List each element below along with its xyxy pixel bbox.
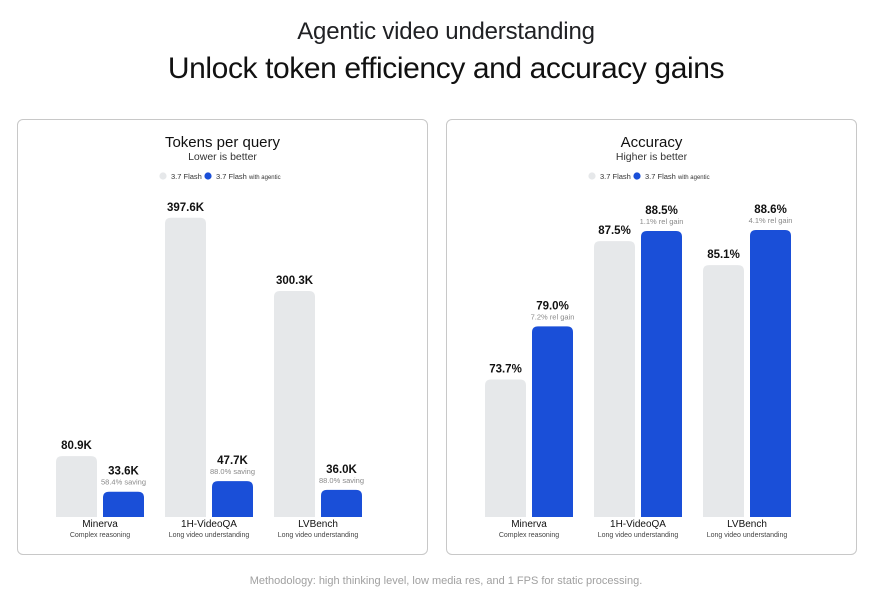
category-label: 1H-VideoQA (181, 519, 237, 530)
bar-agentic-2 (321, 489, 362, 517)
methodology-note: Methodology: high thinking level, low me… (249, 575, 643, 587)
gain-note: 1.1% rel gain (640, 217, 684, 226)
legend-swatch-baseline (588, 172, 596, 180)
page-title: Unlock token efficiency and accuracy gai… (167, 52, 725, 85)
bar-group-minerva: 73.7% 79.0%7.2% rel gain Minerva Complex re… (485, 300, 574, 539)
bar-group-lvbench: 85.1% 88.6%4.1% rel gain LVBench Long video… (703, 204, 792, 539)
category-label: 1H-VideoQA (610, 519, 666, 530)
gain-note: 4.1% rel gain (749, 216, 793, 225)
accuracy-chart-panel: Accuracy Higher is better 3.7 Flash 3.7 Fla… (446, 119, 857, 555)
gain-note: 88.0% saving (210, 467, 255, 476)
page-subtitle: Agentic video understanding (297, 18, 595, 45)
legend-label-agentic: 3.7 Flash with agentic (645, 172, 710, 181)
bar-baseline-2 (703, 265, 744, 517)
category-sublabel: Complex reasoning (499, 532, 559, 539)
bar-baseline-1 (594, 241, 635, 517)
chart-legend: 3.7 Flash 3.7 Flash with agentic (159, 172, 281, 181)
value-label-baseline: 85.1% (707, 249, 740, 261)
tokens-chart-panel: Tokens per query Lower is better 3.7 Flash… (17, 119, 428, 555)
category-sublabel: Long video understanding (169, 532, 250, 539)
bar-group-1h-videoqa: 87.5% 88.5%1.1% rel gain 1H-VideoQA Long vi… (594, 205, 683, 539)
legend-swatch-baseline (159, 172, 167, 180)
chart-legend: 3.7 Flash 3.7 Flash with agentic (588, 172, 710, 181)
category-label: LVBench (727, 519, 767, 530)
category-sublabel: Long video understanding (707, 532, 788, 539)
gain-note: 88.0% saving (319, 476, 364, 485)
category-sublabel: Long video understanding (598, 532, 679, 539)
chart-title: Accuracy (621, 134, 683, 151)
bar-baseline-0 (485, 379, 526, 517)
bar-agentic-2 (750, 230, 791, 517)
category-label: Minerva (82, 519, 118, 530)
legend-label-baseline: 3.7 Flash (600, 172, 631, 181)
value-label-agentic: 47.7K (217, 455, 248, 467)
value-label-baseline: 80.9K (61, 440, 92, 452)
value-label-agentic: 33.6K (108, 466, 139, 478)
chart-subtitle: Lower is better (188, 151, 257, 163)
bar-agentic-1 (212, 481, 253, 517)
gain-note: 58.4% saving (101, 478, 146, 487)
legend-swatch-agentic (204, 172, 212, 180)
bar-agentic-0 (532, 326, 573, 517)
bar-agentic-0 (103, 491, 144, 517)
category-sublabel: Complex reasoning (70, 532, 130, 539)
category-label: LVBench (298, 519, 338, 530)
value-label-baseline: 397.6K (167, 202, 205, 214)
bar-baseline-1 (165, 217, 206, 517)
bar-baseline-2 (274, 291, 315, 517)
value-label-agentic: 79.0% (536, 300, 569, 312)
legend-label-baseline: 3.7 Flash (171, 172, 202, 181)
value-label-agentic: 88.5% (645, 205, 678, 217)
gain-note: 7.2% rel gain (531, 312, 575, 321)
value-label-baseline: 87.5% (598, 225, 631, 237)
legend-label-agentic: 3.7 Flash with agentic (216, 172, 281, 181)
chart-subtitle: Higher is better (616, 151, 688, 163)
value-label-baseline: 300.3K (276, 275, 314, 287)
value-label-agentic: 36.0K (326, 464, 357, 476)
value-label-baseline: 73.7% (489, 364, 522, 376)
category-label: Minerva (511, 519, 547, 530)
legend-swatch-agentic (633, 172, 641, 180)
bar-baseline-0 (56, 456, 97, 517)
value-label-agentic: 88.6% (754, 204, 787, 216)
chart-title: Tokens per query (165, 134, 281, 151)
category-sublabel: Long video understanding (278, 532, 359, 539)
bar-agentic-1 (641, 231, 682, 518)
